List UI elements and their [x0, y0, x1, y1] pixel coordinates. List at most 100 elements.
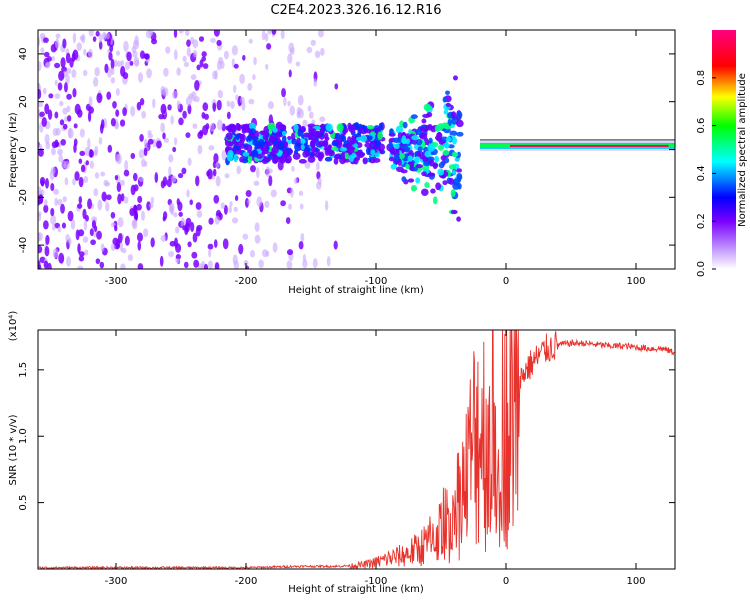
spectrogram-noise-blob	[40, 47, 45, 54]
spectrogram-band-blob	[378, 143, 386, 151]
spectrogram-noise-blob	[110, 118, 116, 127]
spectrogram-noise-blob	[207, 243, 214, 250]
spectrogram-band-blob	[310, 146, 317, 154]
spectrogram-noise-blob	[39, 176, 46, 186]
spectrogram-noise-blob	[213, 194, 220, 204]
spectrogram-noise-blob	[77, 203, 83, 209]
spectrogram-noise-blob	[172, 146, 177, 153]
spectrogram-noise-blob	[218, 56, 224, 65]
spectrogram-noise-blob	[61, 160, 67, 169]
spectrogram-noise-blob	[195, 226, 201, 237]
spectrogram-band-blob	[277, 142, 285, 151]
spectrogram-diverging-blob	[389, 128, 394, 135]
spectrogram-diverging-blob	[437, 144, 444, 151]
spectrogram-diverging-blob	[421, 118, 427, 124]
spectrogram-diverging-blob	[447, 118, 452, 127]
spectrogram-noise-blob	[212, 168, 217, 177]
spectrogram-diverging-blob	[401, 144, 407, 150]
spectrogram-noise-blob	[130, 184, 136, 196]
spectrogram-noise-blob	[94, 67, 100, 77]
spectrogram-band-blob	[257, 138, 265, 148]
spectrogram-noise-blob	[137, 241, 142, 251]
spectrogram-noise-blob	[324, 200, 329, 211]
spectrogram-diverging-blob	[412, 166, 418, 172]
spectrogram-noise-blob	[96, 92, 103, 104]
spectrogram-noise-blob	[223, 50, 229, 60]
spectrogram-noise-blob	[270, 189, 277, 198]
spectrogram-noise-blob	[312, 258, 318, 269]
spectrogram-band-blob	[291, 138, 297, 145]
spectrogram-noise-blob	[129, 60, 134, 66]
spectrogram-diverging-blob	[451, 111, 457, 119]
spectrogram-noise-blob	[88, 30, 94, 37]
spectrogram-noise-blob	[288, 69, 292, 78]
spectrogram-noise-blob	[38, 232, 41, 243]
spectrogram-noise-blob	[70, 218, 76, 230]
spectrogram-band-blob	[294, 142, 302, 152]
spectrogram-noise-blob	[104, 181, 111, 187]
spectrogram-noise-blob	[123, 196, 129, 204]
spectrogram-noise-blob	[193, 96, 200, 103]
spectrogram-band-blob	[304, 151, 311, 157]
colorbar-tick-label: 0.0	[696, 261, 707, 277]
spectrogram-noise-blob	[78, 251, 85, 257]
spectrogram-noise-blob	[201, 51, 207, 58]
spectrogram-noise-blob	[311, 119, 316, 125]
spectrogram-noise-blob	[236, 165, 241, 175]
spectrogram-diverging-blob	[388, 142, 393, 149]
spectrogram-noise-blob	[265, 63, 269, 70]
spectrogram-noise-blob	[177, 201, 183, 212]
colorbar-ramp	[712, 30, 736, 269]
spectrogram-noise-blob	[78, 158, 83, 164]
spectrogram-noise-blob	[239, 73, 245, 84]
spectrogram-x-tick-label: -200	[235, 276, 258, 287]
spectrogram-noise-blob	[79, 128, 85, 138]
spectrogram-band-blob	[308, 125, 313, 132]
spectrogram-noise-blob	[64, 177, 69, 186]
spectrogram-noise-blob	[133, 56, 140, 67]
spectrogram-diverging-blob	[422, 113, 431, 118]
spectrogram-diverging-blob	[401, 138, 408, 144]
spectrogram-noise-blob	[127, 254, 134, 262]
spectrogram-noise-blob	[106, 194, 112, 201]
spectrogram-noise-blob	[113, 59, 118, 68]
spectrogram-diverging-blob	[437, 168, 445, 176]
spectrogram-diverging-blob	[394, 143, 400, 150]
spectrogram-noise-blob	[162, 176, 168, 187]
spectrogram-band-blob	[235, 122, 241, 131]
spectrogram-noise-blob	[289, 47, 295, 56]
spectrogram-noise-blob	[183, 261, 189, 269]
spectrogram-noise-blob	[146, 68, 152, 79]
spectrogram-noise-blob	[137, 263, 144, 269]
spectrogram-noise-blob	[106, 91, 112, 100]
spectrogram-band-blob	[345, 143, 351, 149]
spectrogram-diverging-blob	[411, 135, 420, 141]
spectrogram-x-tick-label: 0	[503, 276, 509, 287]
colorbar-tick-label: 0.8	[696, 70, 707, 86]
spectrogram-noise-blob	[72, 178, 76, 186]
spectrogram-noise-blob	[254, 222, 260, 233]
spectrogram-diverging-blob	[454, 157, 460, 162]
spectrogram-noise-blob	[77, 243, 81, 254]
spectrogram-noise-blob	[198, 36, 205, 42]
spectrogram-noise-blob	[51, 166, 56, 175]
spectrogram-noise-blob	[185, 132, 191, 138]
spectrogram-diverging-blob	[390, 163, 397, 170]
spectrogram-noise-blob	[120, 65, 126, 77]
spectrogram-noise-blob	[98, 40, 103, 50]
spectrogram-noise-blob	[252, 74, 256, 81]
spectrogram-noise-blob	[264, 33, 269, 42]
spectrogram-noise-blob	[38, 148, 44, 157]
spectrogram-noise-blob	[50, 214, 57, 226]
spectrogram-noise-blob	[147, 138, 154, 145]
spectrogram-noise-blob	[67, 210, 74, 222]
spectrogram-noise-blob	[38, 61, 42, 72]
spectrogram-noise-blob	[73, 123, 78, 129]
spectrogram-noise-blob	[313, 78, 318, 87]
spectrogram-noise-blob	[187, 104, 192, 115]
spectrogram-noise-blob	[59, 119, 65, 126]
spectrogram-noise-blob	[132, 172, 138, 182]
spectrogram-noise-blob	[83, 69, 88, 77]
spectrogram-noise-blob	[45, 61, 51, 67]
